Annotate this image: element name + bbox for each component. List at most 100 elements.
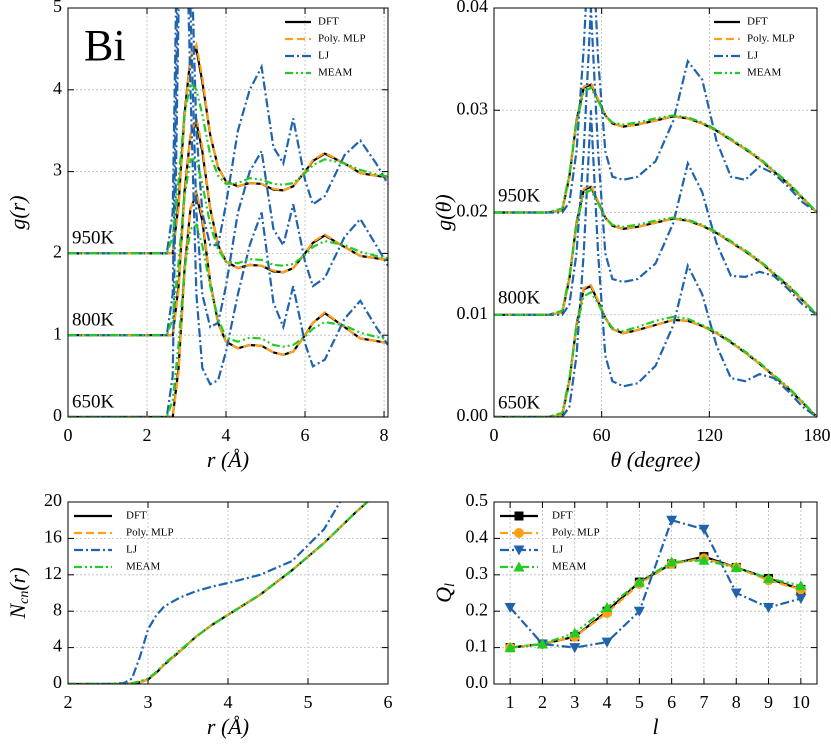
legend-label: DFT bbox=[126, 510, 147, 522]
y-axis-label-part: g(θ) bbox=[431, 194, 456, 230]
plot-area bbox=[68, 8, 388, 417]
x-axis-label: l bbox=[652, 714, 658, 739]
line bbox=[68, 188, 388, 417]
line bbox=[494, 81, 817, 214]
y-axis-label-part: Q bbox=[431, 587, 456, 603]
marker bbox=[763, 572, 775, 583]
marker bbox=[730, 562, 742, 573]
line bbox=[68, 190, 388, 417]
y-tick-label: 4 bbox=[53, 78, 62, 98]
marker bbox=[504, 642, 516, 653]
x-tick-label: 8 bbox=[732, 692, 741, 712]
x-tick-label: 6 bbox=[301, 425, 310, 445]
y-tick-label: 0.2 bbox=[466, 599, 489, 619]
y-axis-label: g(r) bbox=[5, 195, 30, 229]
line bbox=[494, 185, 817, 316]
legend-label: LJ bbox=[552, 544, 564, 556]
marker bbox=[513, 545, 525, 556]
y-tick-label: 5 bbox=[53, 0, 62, 16]
x-tick-label: 8 bbox=[380, 425, 389, 445]
marker bbox=[795, 580, 807, 591]
marker bbox=[514, 511, 524, 521]
line bbox=[68, 41, 388, 255]
x-tick-label: 180 bbox=[804, 425, 831, 445]
y-tick-label: 0.1 bbox=[466, 636, 489, 656]
marker bbox=[633, 576, 645, 587]
y-tick-label: 0.04 bbox=[457, 0, 489, 16]
legend-label: MEAM bbox=[318, 67, 352, 79]
x-axis-label: r (Å) bbox=[207, 714, 249, 739]
panel: 2 3 4 5 6 0 4 8 12 16 20 DFT Poly. MLP LJ MEAM r (Å) Ncn… bbox=[5, 490, 392, 739]
line bbox=[68, 114, 388, 337]
marker bbox=[601, 602, 613, 613]
line bbox=[494, 283, 817, 417]
y-tick-label: 0.02 bbox=[457, 201, 489, 221]
y-axis-label-part: l bbox=[443, 583, 458, 587]
x-tick-label: 4 bbox=[222, 425, 231, 445]
x-tick-label: 3 bbox=[570, 692, 579, 712]
y-tick-label: 8 bbox=[53, 599, 62, 619]
annotation: Bi bbox=[84, 21, 126, 70]
y-tick-label: 0.5 bbox=[466, 490, 489, 510]
line bbox=[494, 83, 817, 214]
line bbox=[68, 8, 388, 255]
line bbox=[494, 290, 817, 417]
legend-label: MEAM bbox=[126, 561, 160, 573]
x-tick-label: 9 bbox=[764, 692, 773, 712]
marker bbox=[698, 554, 710, 565]
y-tick-label: 3 bbox=[53, 160, 62, 180]
annotation: 650K bbox=[72, 391, 115, 412]
y-axis-label-part: N bbox=[5, 603, 30, 620]
y-tick-label: 0.03 bbox=[457, 98, 489, 118]
x-axis-label: θ (degree) bbox=[611, 447, 701, 472]
marker bbox=[795, 593, 807, 604]
legend-label: Poly. MLP bbox=[126, 527, 174, 539]
legend-label: Poly. MLP bbox=[747, 33, 795, 45]
line bbox=[509, 559, 802, 649]
marker bbox=[666, 515, 678, 526]
x-tick-label: 60 bbox=[593, 425, 611, 445]
y-tick-label: 0 bbox=[53, 405, 62, 425]
marker bbox=[513, 561, 525, 572]
legend-label: DFT bbox=[747, 16, 768, 28]
marker bbox=[514, 528, 524, 538]
y-tick-label: 0.00 bbox=[457, 405, 489, 425]
line bbox=[509, 518, 802, 649]
y-tick-label: 12 bbox=[44, 563, 62, 583]
x-tick-label: 10 bbox=[792, 692, 810, 712]
legend-label: LJ bbox=[318, 50, 330, 62]
plot-area bbox=[504, 515, 807, 654]
x-axis-label-part: l bbox=[652, 714, 658, 739]
y-tick-label: 0.4 bbox=[466, 527, 489, 547]
y-tick-label: 2 bbox=[53, 242, 62, 262]
annotation: 800K bbox=[72, 309, 115, 330]
line bbox=[494, 8, 817, 214]
legend-label: MEAM bbox=[747, 67, 781, 79]
x-tick-label: 2 bbox=[143, 425, 152, 445]
axes-frame bbox=[67, 501, 389, 685]
marker bbox=[763, 603, 775, 614]
marker bbox=[698, 524, 710, 535]
axes-frame bbox=[493, 501, 818, 685]
panel: 1 2 3 4 5 6 7 8 9 10 0.0 0.1 0.2 0.3 0.4 0.5 DFT Poly. ML… bbox=[431, 490, 818, 739]
x-tick-label: 3 bbox=[144, 692, 153, 712]
legend-label: Poly. MLP bbox=[552, 527, 600, 539]
marker bbox=[633, 606, 645, 617]
legend-label: LJ bbox=[126, 544, 138, 556]
x-tick-label: 7 bbox=[699, 692, 708, 712]
y-axis-label-part: g(r) bbox=[5, 195, 30, 229]
marker bbox=[504, 603, 516, 614]
x-tick-label: 5 bbox=[635, 692, 644, 712]
line bbox=[68, 502, 342, 684]
marker bbox=[569, 643, 581, 654]
x-tick-label: 2 bbox=[538, 692, 547, 712]
y-axis-label-part: cn bbox=[17, 591, 32, 604]
y-axis-label: Ql bbox=[431, 583, 458, 603]
legend-label: LJ bbox=[747, 50, 759, 62]
x-axis-label-part: r (Å) bbox=[207, 714, 249, 739]
line bbox=[494, 8, 817, 316]
legend-label: MEAM bbox=[552, 561, 586, 573]
line bbox=[68, 223, 388, 417]
x-tick-label: 0 bbox=[64, 425, 73, 445]
x-tick-label: 1 bbox=[506, 692, 515, 712]
